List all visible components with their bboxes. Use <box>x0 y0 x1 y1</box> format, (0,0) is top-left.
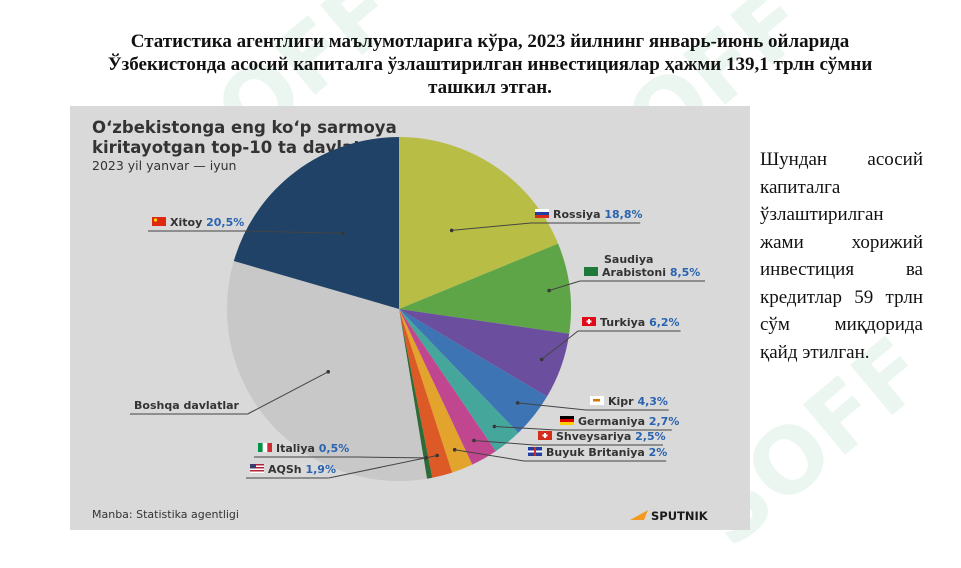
leader-line <box>454 449 525 462</box>
leader-line <box>247 371 329 415</box>
svg-text:SPUTNIK: SPUTNIK <box>651 509 709 523</box>
slice-value: 4,3% <box>637 395 668 408</box>
tr-flag-icon <box>582 317 596 326</box>
slice-value: 2,7% <box>649 415 680 428</box>
pie-slice <box>399 309 433 479</box>
slice-label: Arabistoni 8,5% <box>602 266 700 279</box>
slice-value: 2% <box>649 446 668 459</box>
slice-label: Buyuk Britaniya 2% <box>546 446 667 459</box>
leader-line <box>549 280 581 291</box>
us-flag-icon <box>250 464 264 473</box>
chart-subtitle: 2023 yil yanvar — iyun <box>92 158 236 173</box>
slice-label: Germaniya 2,7% <box>578 415 679 428</box>
sputnik-logo: SPUTNIK <box>630 509 709 523</box>
slide-heading: Статистика агентлиги маълумотларига кўра… <box>107 31 873 98</box>
leader-line <box>494 426 557 431</box>
slice-value: 1,9% <box>305 463 336 476</box>
gb-flag-icon <box>528 447 542 456</box>
slice-value: 18,8% <box>604 208 642 221</box>
leader-line <box>451 222 532 231</box>
slice-label: Boshqa davlatlar <box>134 399 240 412</box>
leader-line <box>541 330 579 360</box>
leader-dot <box>424 456 428 460</box>
ru-flag-icon <box>535 209 549 218</box>
leader-line <box>328 455 438 479</box>
pie-slice <box>399 309 496 465</box>
slice-label: Turkiya 6,2% <box>600 316 680 329</box>
leader-line <box>517 402 587 411</box>
pie-chart: O‘zbekistonga eng ko‘p sarmoya kiritayotg… <box>92 118 709 523</box>
leader-line <box>473 440 535 446</box>
slice-label: Xitoy 20,5% <box>170 216 244 229</box>
leader-line <box>243 230 343 234</box>
pie-slice <box>399 309 453 478</box>
it-flag-icon <box>258 443 273 452</box>
cy-flag-icon <box>590 396 604 405</box>
side-text: Шундан асосий капиталга ўзлаштирилган жа… <box>760 149 923 363</box>
pie-slice <box>399 309 548 433</box>
slice-value: 8,5% <box>670 266 701 279</box>
cn-flag-icon <box>152 217 166 226</box>
pie-slice <box>399 309 519 452</box>
slice-value: 6,2% <box>649 316 680 329</box>
ch-flag-icon <box>538 431 552 440</box>
de-flag-icon <box>560 416 574 425</box>
pie-slice <box>399 243 572 334</box>
sa-flag-icon <box>584 267 598 276</box>
pie-slice <box>399 309 570 397</box>
pie-slice <box>233 137 399 309</box>
leader-line <box>356 456 427 459</box>
pie-slice <box>399 137 559 309</box>
slice-value: 0,5% <box>319 442 350 455</box>
slice-label: Rossiya 18,8% <box>553 208 643 221</box>
leader-dot <box>435 453 439 458</box>
slice-label: Kipr 4,3% <box>608 395 668 408</box>
chart-title: O‘zbekistonga eng ko‘p sarmoya kiritayotg… <box>92 118 397 157</box>
slice-label: Shveysariya 2,5% <box>556 430 666 443</box>
slice-label: AQSh 1,9% <box>268 463 336 476</box>
slice-value: 2,5% <box>635 430 666 443</box>
pie-slice <box>399 309 473 473</box>
chart-source: Manba: Statistika agentligi <box>92 508 239 521</box>
slice-value: 20,5% <box>206 216 244 229</box>
slice-label: Saudiya <box>604 253 653 266</box>
chart-panel: O‘zbekistonga eng ko‘p sarmoya kiritayotg… <box>70 106 750 530</box>
slice-label: Italiya 0,5% <box>276 442 349 455</box>
